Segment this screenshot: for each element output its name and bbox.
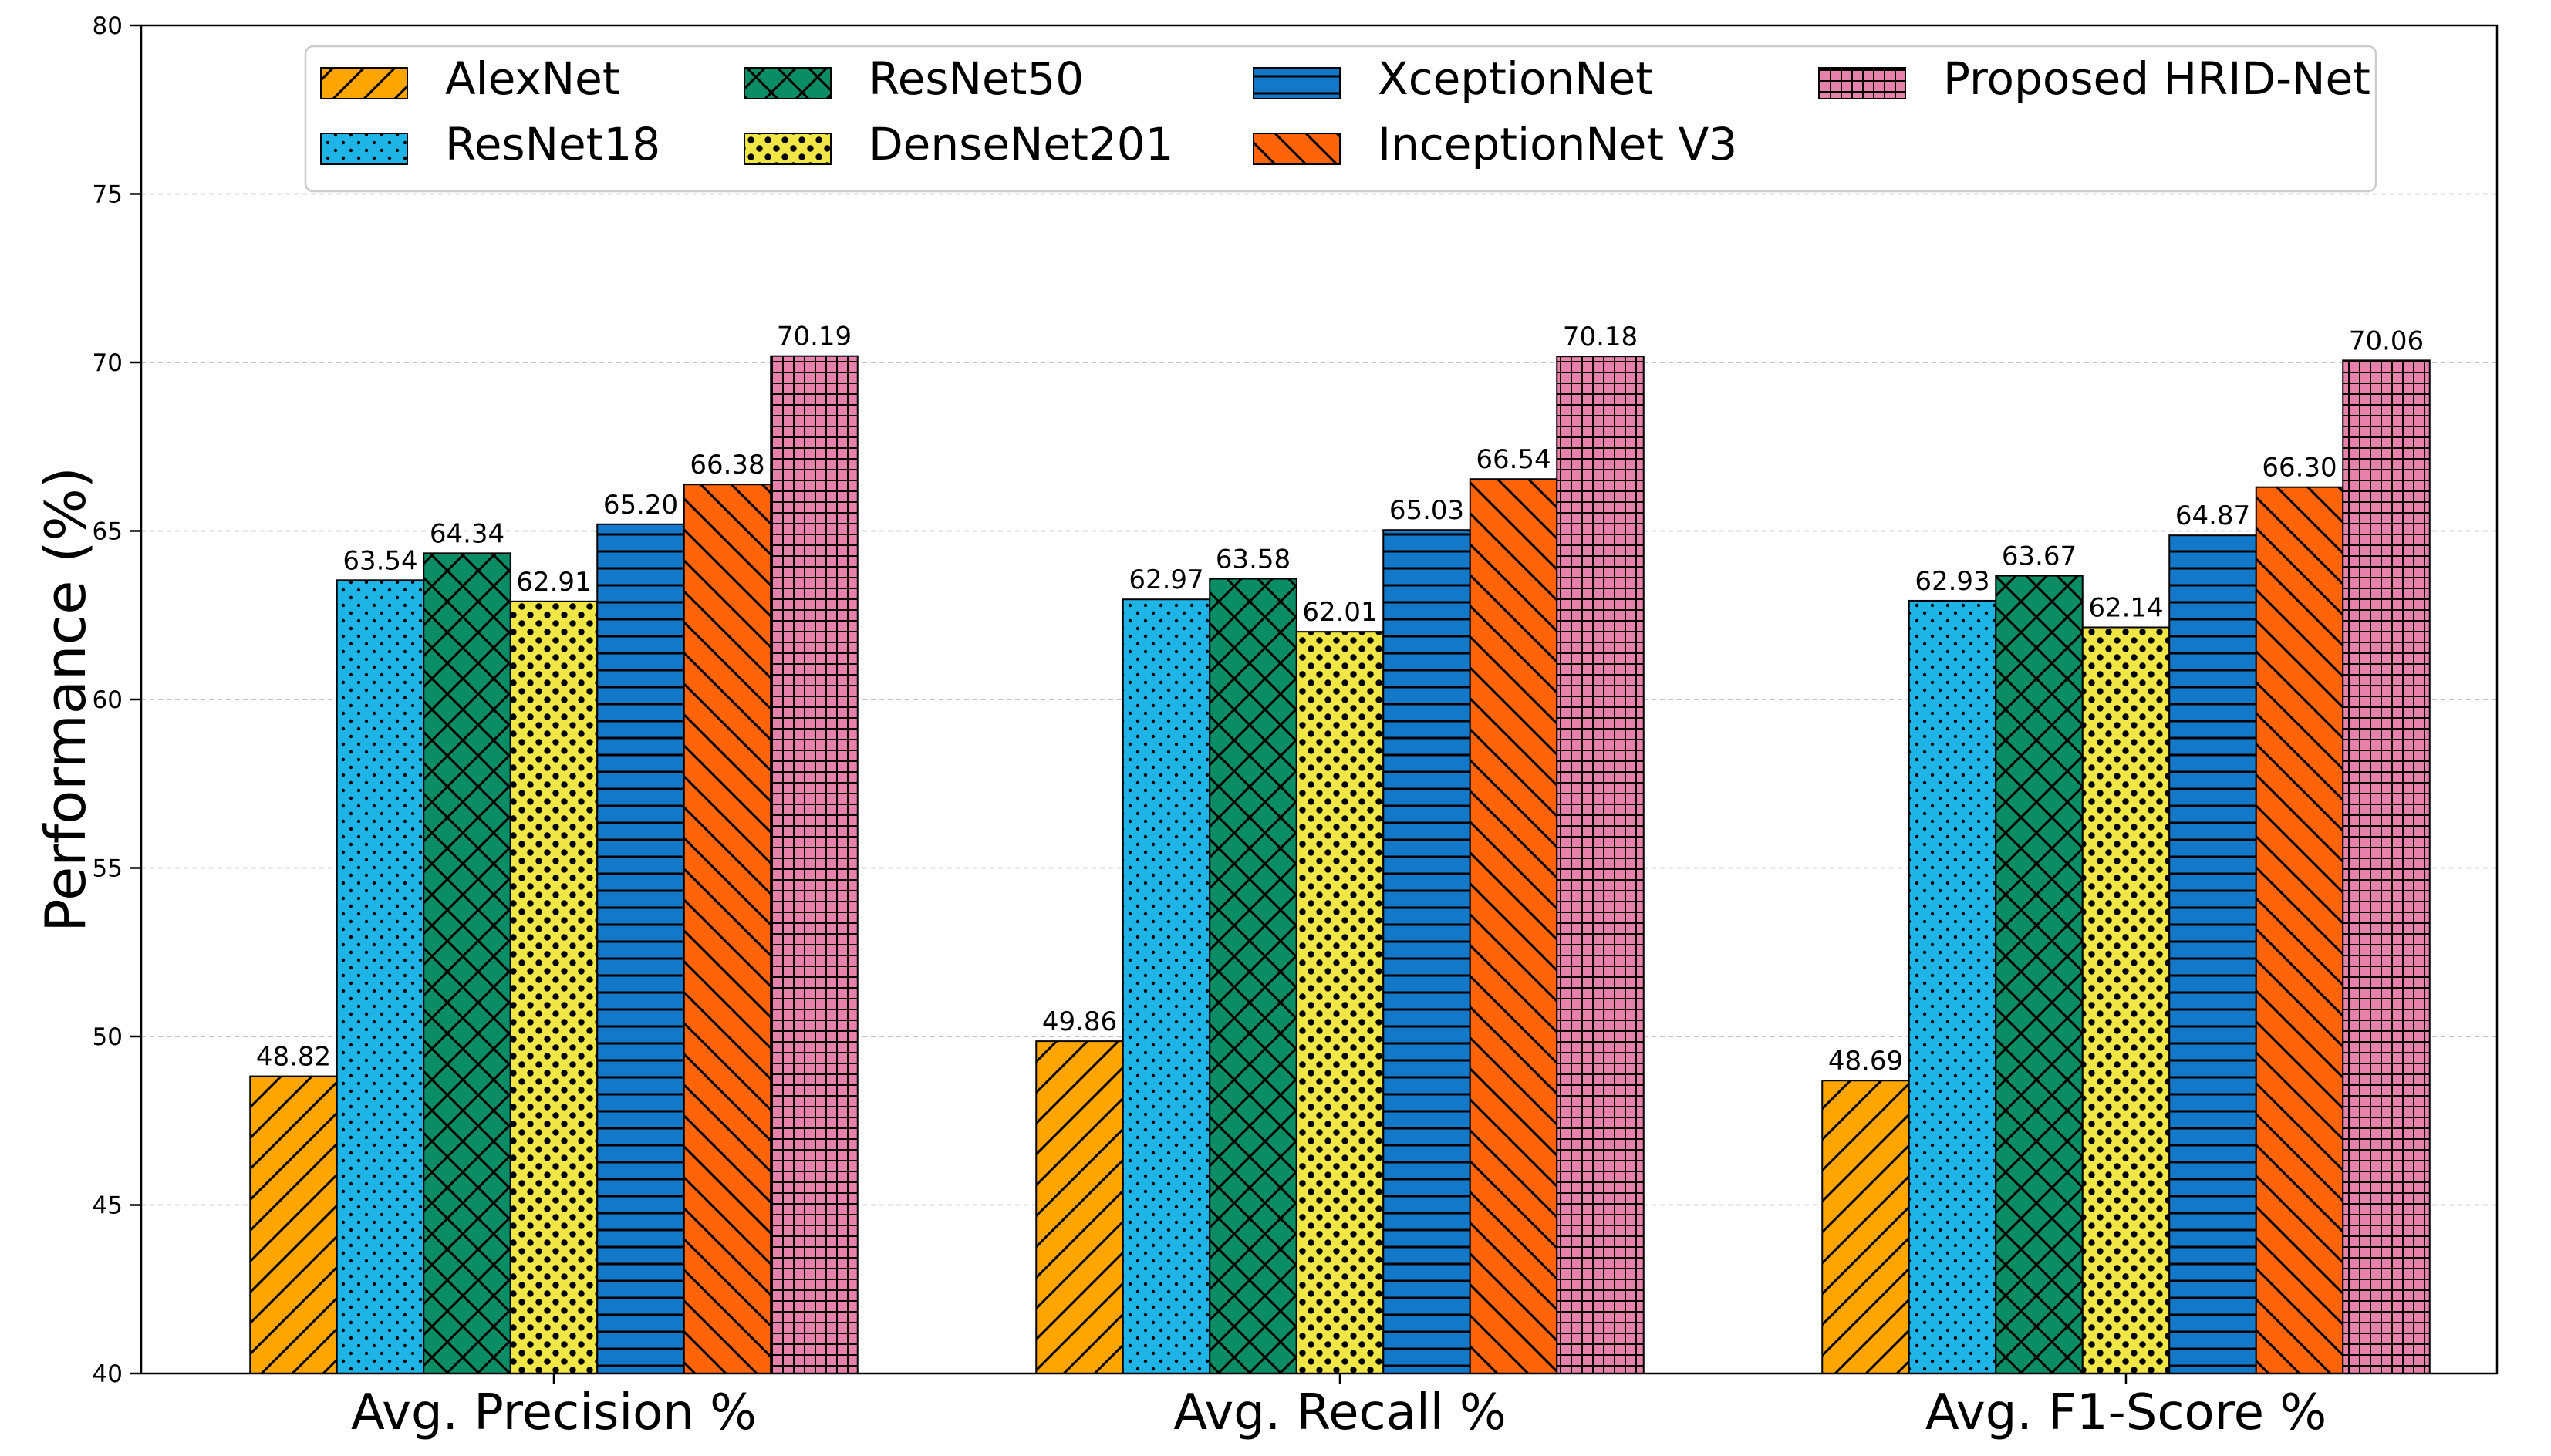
y-axis-ticks: 40 45 50 55 60 65 70 75 80 — [93, 12, 141, 1388]
legend-swatch — [1253, 133, 1341, 165]
legend-swatch — [320, 133, 408, 165]
y-tick-label: 50 — [93, 1023, 123, 1051]
bar-inceptionnet-v3-1 — [683, 484, 772, 1374]
bar-xceptionnet-1 — [596, 523, 685, 1374]
legend-label: AlexNet — [445, 52, 620, 105]
bar-resnet50-3 — [1995, 575, 2084, 1374]
bar-xceptionnet-3 — [2168, 534, 2257, 1374]
x-tick-label: Avg. Recall % — [1173, 1384, 1506, 1441]
bar-alexnet-1 — [249, 1075, 338, 1375]
bar-inceptionnet-v3-2 — [1469, 478, 1558, 1374]
bar-resnet18-3 — [1908, 599, 1997, 1374]
data-label: 70.06 — [2349, 325, 2424, 356]
legend-swatch — [1818, 67, 1906, 99]
data-label: 64.87 — [2175, 501, 2250, 531]
x-tick-label: Avg. Precision % — [351, 1384, 757, 1441]
y-tick-label: 55 — [93, 855, 123, 883]
bar-proposed-hrid-net-3 — [2342, 359, 2431, 1374]
data-label: 62.14 — [2088, 592, 2163, 623]
bar-densenet201-2 — [1295, 631, 1385, 1374]
bar-resnet18-2 — [1122, 598, 1211, 1374]
bars — [249, 355, 2431, 1375]
bar-inceptionnet-v3-3 — [2255, 486, 2344, 1375]
y-tick-label: 65 — [93, 518, 123, 546]
y-axis-title: Performance (%) — [33, 467, 98, 932]
bar-densenet201-3 — [2081, 626, 2171, 1374]
data-label: 63.54 — [342, 545, 417, 576]
data-label: 62.97 — [1129, 565, 1203, 595]
data-label: 49.86 — [1042, 1006, 1117, 1037]
bar-alexnet-2 — [1035, 1040, 1124, 1375]
data-label: 62.01 — [1302, 597, 1377, 628]
x-axis-ticks: Avg. Precision % Avg. Recall % Avg. F1-Sco… — [351, 1373, 2327, 1441]
data-label: 64.34 — [430, 518, 504, 549]
data-label: 66.54 — [1476, 444, 1551, 475]
data-label: 70.18 — [1563, 322, 1638, 352]
bar-xceptionnet-2 — [1382, 529, 1471, 1375]
bar-proposed-hrid-net-1 — [770, 355, 859, 1374]
y-tick-label: 75 — [93, 181, 123, 209]
data-label: 63.67 — [2002, 541, 2077, 572]
legend: AlexNet ResNet18 ResNet50 DenseNet201 Xcepti… — [304, 45, 2377, 193]
data-label: 65.03 — [1389, 495, 1464, 526]
y-tick-label: 60 — [93, 686, 123, 714]
data-labels: 48.82 63.54 64.34 62.91 65.20 66.38 70.19 49.86… — [256, 322, 2424, 1077]
data-label: 65.20 — [603, 490, 678, 521]
legend-label: ResNet18 — [445, 118, 660, 170]
legend-label: XceptionNet — [1378, 52, 1653, 105]
data-label: 62.93 — [1915, 566, 1989, 597]
bar-resnet50-1 — [423, 552, 511, 1374]
data-label: 62.91 — [516, 567, 591, 598]
legend-label: ResNet50 — [869, 52, 1084, 105]
bar-densenet201-1 — [509, 600, 599, 1374]
data-label: 48.69 — [1828, 1046, 1903, 1077]
legend-label: DenseNet201 — [869, 118, 1174, 170]
legend-swatch — [320, 67, 408, 99]
y-tick-label: 80 — [93, 12, 123, 40]
y-tick-label: 70 — [93, 349, 123, 377]
data-label: 66.30 — [2262, 453, 2337, 484]
legend-label: Proposed HRID-Net — [1943, 52, 2370, 105]
legend-swatch — [744, 67, 832, 99]
data-label: 63.58 — [1216, 544, 1291, 575]
y-tick-label: 40 — [93, 1360, 123, 1388]
y-tick-label: 45 — [93, 1192, 123, 1220]
x-tick-label: Avg. F1-Score % — [1925, 1384, 2327, 1441]
data-label: 48.82 — [256, 1042, 331, 1073]
data-label: 70.19 — [777, 322, 852, 352]
legend-swatch — [1253, 67, 1341, 99]
legend-label: InceptionNet V3 — [1378, 118, 1737, 170]
bar-resnet50-2 — [1209, 578, 1297, 1375]
bar-proposed-hrid-net-2 — [1556, 356, 1645, 1374]
bar-resnet18-1 — [336, 579, 425, 1374]
bar-alexnet-3 — [1821, 1080, 1910, 1374]
legend-swatch — [744, 133, 832, 165]
data-label: 66.38 — [690, 450, 764, 480]
